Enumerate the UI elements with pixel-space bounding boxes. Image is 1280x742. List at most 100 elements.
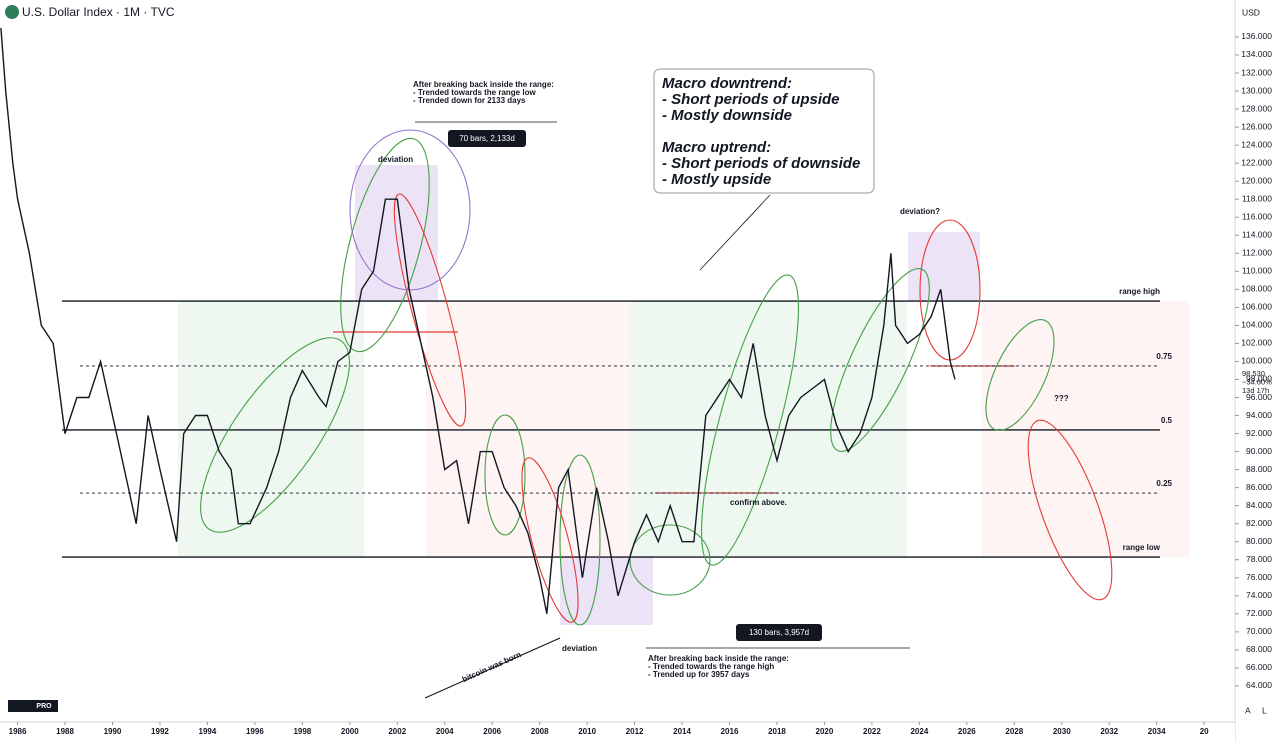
x-tick-label: 2034 (1148, 727, 1166, 736)
macro-box (653, 68, 875, 194)
range-box-label: 70 bars, 2,133d (459, 134, 515, 143)
currency[interactable]: USD (1242, 7, 1260, 17)
y-tick-label: 106.000 (1241, 302, 1272, 312)
y-tick-label: 72.000 (1246, 608, 1272, 618)
y-tick-label: 122.000 (1241, 157, 1272, 167)
price-axis (1235, 0, 1280, 742)
note: After breaking back inside the range: (413, 80, 554, 89)
note: confirm above. (730, 498, 787, 507)
x-tick-label: 2012 (626, 727, 644, 736)
y-tick-label: 64.000 (1246, 680, 1272, 690)
x-tick-label: 2010 (578, 727, 596, 736)
note: ??? (1054, 394, 1069, 403)
y-tick-label: 70.000 (1246, 626, 1272, 636)
y-tick-label: 120.000 (1241, 175, 1272, 185)
x-tick-label: 2022 (863, 727, 881, 736)
level-label: 0.75 (1156, 352, 1172, 361)
y-tick-label: 134.000 (1241, 49, 1272, 59)
y-tick-label: 66.000 (1246, 662, 1272, 672)
auto-button[interactable]: A (1245, 705, 1251, 715)
x-tick-label: 1988 (56, 727, 74, 736)
y-tick-label: 76.000 (1246, 572, 1272, 582)
x-tick-label: 2014 (673, 727, 691, 736)
x-tick-label: 2008 (531, 727, 549, 736)
y-tick-label: 74.000 (1246, 590, 1272, 600)
level-label: 0.25 (1156, 479, 1172, 488)
note: deviation (562, 644, 597, 653)
x-tick-label: 2018 (768, 727, 786, 736)
x-tick-label: 2028 (1005, 727, 1023, 736)
logo-text: PRO (36, 703, 52, 710)
y-tick-label: 132.000 (1241, 67, 1272, 77)
y-tick-label: 108.000 (1241, 284, 1272, 294)
x-tick-label: 2000 (341, 727, 359, 736)
x-tick-label: 2002 (388, 727, 406, 736)
y-tick-label: 84.000 (1246, 500, 1272, 510)
x-tick-label: 2016 (721, 727, 739, 736)
level-label: 0.5 (1161, 416, 1173, 425)
x-tick-label: 2032 (1100, 727, 1118, 736)
level-label: range high (1119, 287, 1160, 296)
x-tick-label: 1992 (151, 727, 169, 736)
log-button[interactable]: L (1262, 705, 1267, 715)
price-line (0, 27, 956, 614)
y-tick-label: 112.000 (1242, 248, 1272, 258)
y-tick-label: 94.000 (1246, 410, 1272, 420)
last-price-change: −34.60% (1242, 377, 1272, 386)
note: - Trended towards the range low (413, 88, 536, 97)
y-tick-label: 130.000 (1241, 85, 1272, 95)
drawings (200, 121, 1113, 699)
note: deviation (378, 155, 413, 164)
logo (8, 700, 58, 712)
x-tick-label: 2006 (483, 727, 501, 736)
y-tick-label: 126.000 (1241, 121, 1272, 131)
x-tick-label: 1990 (104, 727, 122, 736)
y-tick-label: 110.000 (1242, 266, 1272, 276)
note: bitcoin was born (461, 650, 523, 684)
macro-text: - Short periods of upside (662, 91, 840, 108)
x-tick-label: 1996 (246, 727, 264, 736)
macro-text: - Short periods of downside (662, 155, 860, 172)
x-tick-label: 1994 (199, 727, 217, 736)
y-tick-label: 102.000 (1241, 338, 1272, 348)
last-price-countdown: 13d 17h (1242, 386, 1269, 395)
y-tick-label: 78.000 (1246, 554, 1272, 564)
x-tick-label: 2026 (958, 727, 976, 736)
note: deviation? (900, 207, 940, 216)
y-tick-label: 118.000 (1242, 193, 1272, 203)
y-tick-label: 104.000 (1241, 320, 1272, 330)
level-label: range low (1123, 543, 1161, 552)
y-tick-label: 114.000 (1242, 230, 1272, 240)
y-tick-label: 90.000 (1246, 446, 1272, 456)
time-axis (0, 722, 1235, 742)
x-tick-label: 2030 (1053, 727, 1071, 736)
y-tick-label: 124.000 (1241, 139, 1272, 149)
x-tick-label: 20 (1200, 727, 1209, 736)
x-tick-label: 2024 (910, 727, 928, 736)
x-tick-label: 1998 (293, 727, 311, 736)
x-tick-label: 2004 (436, 727, 454, 736)
macro-text: Macro downtrend: (662, 75, 792, 92)
macro-text: - Mostly downside (662, 107, 792, 124)
y-tick-label: 82.000 (1246, 518, 1272, 528)
symbol-title[interactable]: U.S. Dollar Index · 1M · TVC (22, 5, 175, 19)
macro-text: Macro uptrend: (662, 139, 771, 156)
note: - Trended down for 2133 days (413, 96, 526, 105)
macro-text: - Mostly upside (662, 171, 771, 188)
y-tick-label: 136.000 (1241, 31, 1272, 41)
range-box-label: 130 bars, 3,957d (749, 628, 809, 637)
y-tick-label: 92.000 (1246, 428, 1272, 438)
x-tick-label: 1986 (9, 727, 27, 736)
y-tick-label: 128.000 (1241, 103, 1272, 113)
y-tick-label: 98.000 (1246, 374, 1272, 384)
y-tick-label: 96.000 (1246, 392, 1272, 402)
note: - Trended towards the range high (648, 662, 774, 671)
range-box (736, 624, 822, 641)
y-tick-label: 88.000 (1246, 464, 1272, 474)
y-tick-label: 80.000 (1246, 536, 1272, 546)
note: After breaking back inside the range: (648, 654, 789, 663)
range-box (448, 130, 526, 147)
y-tick-label: 100.000 (1241, 356, 1272, 366)
x-tick-label: 2020 (816, 727, 834, 736)
